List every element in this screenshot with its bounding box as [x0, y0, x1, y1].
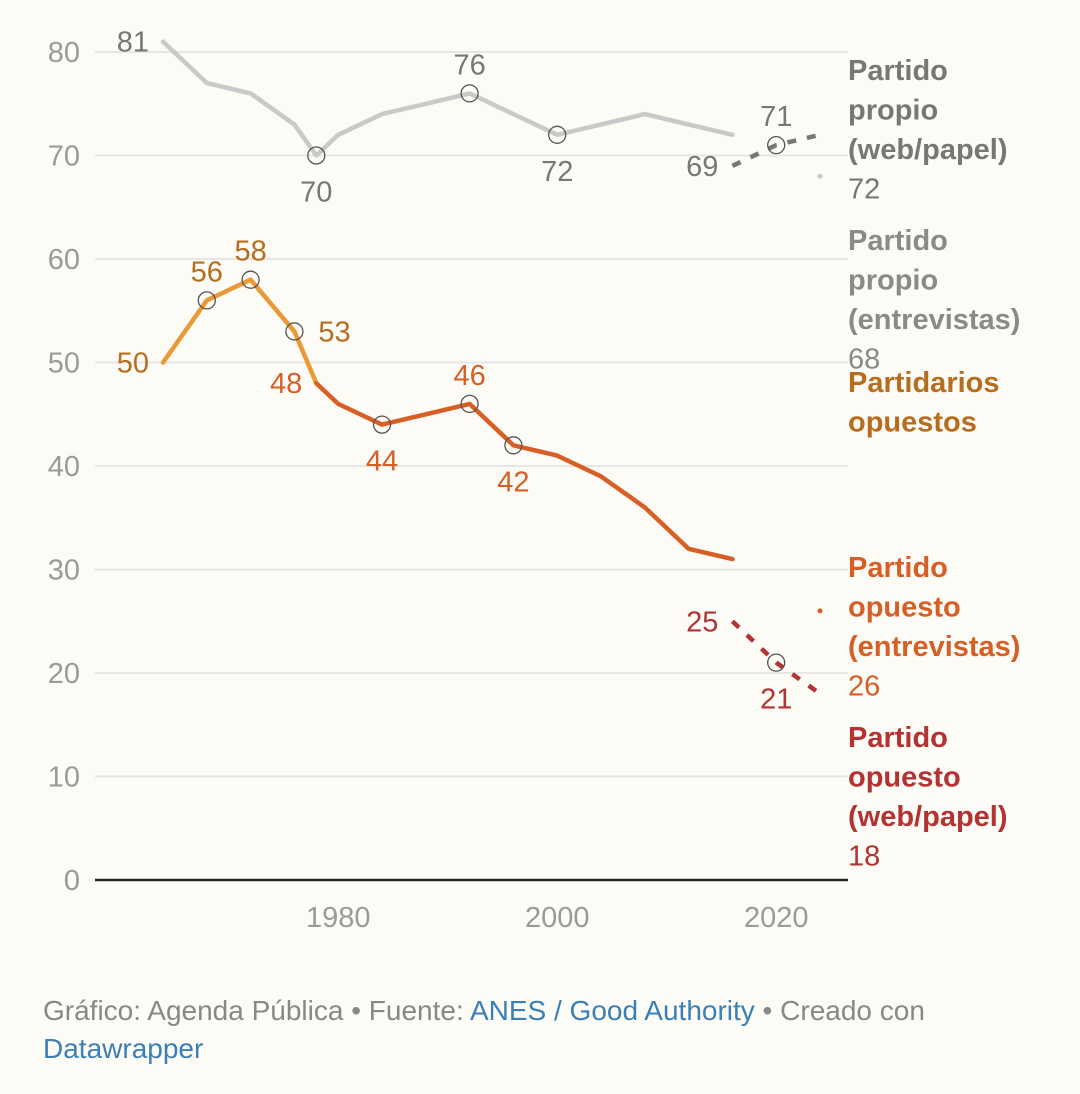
data-point-marker [197, 291, 216, 310]
series-name-partisans_opposed: Partidarios opuestos [848, 367, 1000, 439]
y-tick-label: 40 [48, 451, 80, 483]
y-tick-label: 10 [48, 762, 80, 794]
data-point-marker [285, 322, 304, 341]
series-name-opp_web: Partido opuesto (web/papel) [848, 722, 1008, 833]
series-name-line: (entrevistas) [848, 304, 1020, 336]
series-name-own_web: Partido propio (web/papel) [848, 55, 1008, 166]
data-label: 46 [453, 360, 485, 392]
data-label: 42 [497, 466, 529, 498]
datawrapper-link[interactable]: Datawrapper [43, 1033, 204, 1064]
data-point-marker [767, 653, 786, 672]
series-name-line: Partido [848, 722, 948, 754]
x-tick-label: 2000 [525, 902, 590, 934]
y-tick-label: 50 [48, 348, 80, 380]
x-tick-label: 1980 [306, 902, 371, 934]
data-point-marker [460, 394, 479, 414]
data-label: 48 [270, 368, 302, 400]
x-axis-ticks: 1980 2000 2020 [306, 902, 809, 934]
y-tick-label: 70 [48, 141, 80, 173]
data-point-marker [767, 135, 786, 155]
series-end-value: 72 [848, 174, 880, 206]
data-label: 44 [366, 446, 398, 478]
source-link[interactable]: ANES / Good Authority [469, 995, 755, 1026]
data-point-marker [504, 436, 523, 455]
series-end-dot [817, 608, 823, 614]
gridlines [95, 51, 848, 882]
data-label: 25 [686, 606, 718, 638]
series-line-own_web [731, 132, 821, 168]
data-labels: 81 70 76 72 69 71 50 56 58 53 48 44 46 42 25 21 [117, 27, 793, 716]
series-name-own_interview: Partido propio (entrevistas) [848, 225, 1020, 336]
series-line-opp_web [730, 619, 822, 696]
chart-footer: Gráfico: Agenda Pública • Fuente: ANES /… [43, 992, 1043, 1068]
line-chart: 0 10 20 30 40 50 60 70 80 1980 2000 2020 81 70 76 72 6… [48, 27, 1021, 934]
y-tick-label: 20 [48, 658, 80, 690]
data-label: 71 [760, 101, 792, 133]
data-label: 53 [318, 316, 350, 348]
series-name-line: propio [848, 95, 938, 127]
series-name-opp_interview: Partido opuesto (entrevistas) [848, 552, 1020, 663]
series-name-line: opuestos [848, 407, 977, 439]
data-label: 72 [541, 156, 573, 188]
series-line-opp_interview [314, 380, 735, 562]
x-tick-label: 2020 [744, 902, 809, 934]
footer-credit: Gráfico: Agenda Pública • Fuente: [43, 995, 470, 1026]
data-label: 69 [686, 151, 718, 183]
data-point-marker [548, 125, 567, 144]
series-line-partisans_opposed [160, 277, 319, 386]
series-name-line: (entrevistas) [848, 631, 1020, 663]
series-name-line: opuesto [848, 592, 961, 624]
y-axis-ticks: 0 10 20 30 40 50 60 70 80 [48, 37, 80, 897]
series-lines [160, 39, 822, 696]
data-label: 50 [117, 348, 149, 380]
series-markers [197, 84, 823, 672]
footer-tool-prefix: • Creado con [754, 995, 925, 1026]
y-tick-label: 80 [48, 37, 80, 69]
data-point-marker [372, 415, 392, 434]
series-direct-labels: Partido propio (entrevistas) 68 Partido propi… [848, 55, 1020, 873]
y-tick-label: 30 [48, 555, 80, 587]
series-end-value: 68 [848, 344, 880, 376]
series-name-line: (web/papel) [848, 801, 1008, 833]
y-tick-label: 0 [64, 865, 80, 897]
series-name-line: Partido [848, 552, 948, 584]
y-tick-label: 60 [48, 244, 80, 276]
series-end-value: 26 [848, 671, 880, 703]
data-point-marker [241, 270, 260, 289]
series-line-own_interview [160, 39, 735, 158]
data-label: 70 [300, 177, 332, 209]
data-label: 21 [760, 684, 792, 716]
series-name-line: Partido [848, 55, 948, 87]
data-label: 58 [234, 236, 266, 268]
data-point-marker [460, 84, 479, 103]
data-label: 76 [453, 49, 485, 81]
series-end-dot [817, 173, 823, 179]
series-end-value: 18 [848, 841, 880, 873]
series-name-line: (web/papel) [848, 134, 1008, 166]
series-name-line: opuesto [848, 762, 961, 794]
data-label: 81 [117, 27, 149, 59]
series-name-line: Partido [848, 225, 948, 257]
data-point-marker [307, 146, 326, 165]
series-name-line: propio [848, 265, 938, 297]
data-label: 56 [191, 256, 223, 288]
series-name-line: Partidarios [848, 367, 1000, 399]
